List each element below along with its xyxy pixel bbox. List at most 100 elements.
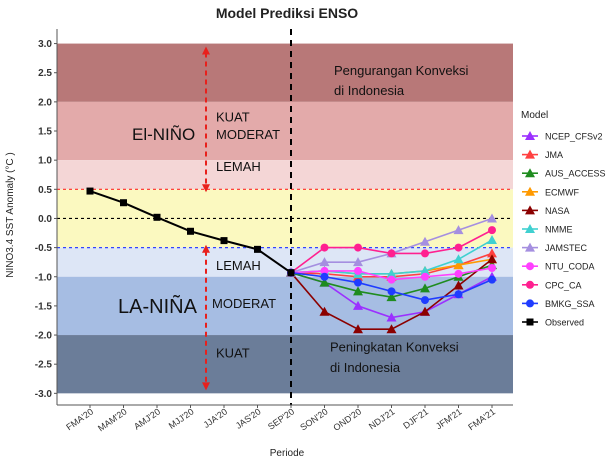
point-cpc-ca-10	[421, 249, 429, 258]
point-ntu-coda-9	[387, 275, 396, 284]
point-ncep-cfsv2-8	[353, 300, 363, 310]
legend: Model NCEP_CFSv2 JMA AUS_ACCESS ECMWF NASA NMM…	[521, 110, 606, 328]
point-observed-6	[287, 269, 295, 277]
x-tick-label-4: JJA'20	[202, 406, 230, 430]
legend-item-nasa: NASA	[522, 205, 570, 216]
x-tick-label-2: AMJ'20	[132, 406, 162, 431]
legend-label-jma: JMA	[545, 150, 563, 160]
x-tick-label-8: OND'20	[331, 406, 363, 432]
y-tick-label-3: 1.5	[38, 127, 52, 138]
point-jamstec-11	[453, 225, 464, 235]
point-nasa-9	[386, 324, 397, 334]
legend-marker-observed	[526, 318, 534, 326]
series-cpc-ca	[287, 226, 496, 277]
band-4	[57, 247, 513, 277]
legend-marker-nasa	[525, 205, 535, 215]
legend-title: Model	[521, 110, 548, 121]
legend-marker-ncep-cfsv2	[525, 131, 535, 140]
y-tick-label-12: -3.0	[35, 389, 53, 400]
la-nina-arrow-head-top	[202, 244, 210, 253]
legend-marker-jma	[525, 149, 535, 159]
legend-marker-cpc-ca	[526, 280, 534, 289]
x-tick-label-5: JAS'20	[234, 406, 263, 430]
y-tick-label-0: 3.0	[38, 39, 52, 50]
point-observed-5	[254, 245, 261, 253]
y-tick-label-8: -1.0	[35, 272, 53, 283]
point-cpc-ca-11	[454, 243, 463, 252]
y-tick-label-2: 2.0	[38, 97, 52, 108]
legend-label-nasa: NASA	[545, 206, 570, 216]
el-moderat-label: MODERAT	[216, 127, 280, 142]
x-tick-label-3: MJJ'20	[167, 406, 196, 430]
x-tick-label-9: NDJ'21	[367, 406, 397, 431]
y-tick-label-10: -2.0	[35, 331, 53, 342]
upper-note-line1: Pengurangan Konveksi	[334, 63, 469, 78]
point-nasa-8	[353, 324, 363, 334]
point-nasa-10	[420, 306, 430, 316]
x-axis-label: Periode	[270, 448, 305, 459]
point-jamstec-7	[319, 257, 330, 267]
point-ntu-coda-11	[454, 269, 463, 278]
legend-item-bmkg-ssa: BMKG_SSA	[522, 299, 595, 309]
el-lemah-label: LEMAH	[216, 159, 261, 174]
la-kuat-label: KUAT	[216, 346, 250, 361]
point-bmkg-ssa-7	[320, 272, 329, 281]
point-jamstec-12	[487, 213, 497, 223]
point-observed-2	[153, 213, 161, 221]
la-nina-arrow	[202, 244, 210, 391]
lower-note-line2: di Indonesia	[330, 360, 401, 375]
x-tick-label-6: SEP'20	[266, 406, 296, 431]
la-moderat-label: MODERAT	[212, 296, 276, 311]
y-axis-label: NINO3.4 SST Anomaly (°C )	[5, 152, 16, 278]
x-tick-label-7: SON'20	[298, 406, 329, 432]
legend-marker-ecmwf	[525, 186, 535, 196]
point-ncep-cfsv2-9	[386, 312, 397, 322]
point-nasa-11	[453, 280, 464, 290]
legend-label-nmme: NMME	[545, 225, 573, 235]
point-ntu-coda-10	[421, 272, 429, 281]
point-bmkg-ssa-11	[454, 290, 463, 299]
series-observed	[86, 187, 295, 277]
point-nasa-7	[319, 306, 330, 316]
x-tick-label-1: MAM'20	[96, 406, 129, 433]
point-cpc-ca-9	[387, 249, 396, 258]
point-jamstec-8	[353, 257, 363, 267]
legend-item-ntu-coda: NTU_CODA	[522, 262, 595, 272]
point-ntu-coda-7	[320, 266, 329, 275]
legend-item-aus-access: AUS_ACCESS	[522, 168, 606, 179]
y-tick-label-11: -2.5	[35, 360, 53, 371]
lower-note-line1: Peningkatan Konveksi	[330, 340, 459, 355]
el-nino-arrow	[202, 46, 210, 193]
point-ecmwf-11	[453, 260, 464, 270]
point-bmkg-ssa-8	[354, 278, 362, 287]
y-tick-label-4: 1.0	[38, 156, 52, 167]
point-observed-4	[220, 237, 228, 245]
point-cpc-ca-8	[354, 243, 362, 252]
point-aus-access-8	[353, 286, 363, 296]
legend-item-observed: Observed	[522, 318, 584, 328]
legend-label-ecmwf: ECMWF	[545, 187, 579, 197]
point-bmkg-ssa-12	[488, 275, 496, 284]
x-tick-label-12: FMA'21	[466, 406, 497, 432]
legend-label-observed: Observed	[545, 318, 584, 328]
point-nasa-12	[487, 254, 497, 264]
band-2	[57, 160, 513, 190]
la-nina-arrow-head-bottom	[202, 382, 210, 391]
point-cpc-ca-7	[320, 243, 329, 252]
point-observed-1	[120, 199, 127, 207]
y-tick-label-5: 0.5	[38, 185, 52, 196]
legend-label-aus-access: AUS_ACCESS	[545, 169, 606, 179]
chart-title: Model Prediksi ENSO	[216, 5, 358, 21]
point-bmkg-ssa-9	[387, 287, 396, 296]
point-jma-12	[487, 248, 497, 258]
el-nino-arrow-head-top	[202, 46, 210, 55]
legend-item-jma: JMA	[522, 149, 563, 160]
el-kuat-label: KUAT	[216, 109, 250, 124]
point-aus-access-9	[386, 292, 397, 302]
annotation-layer: El-NIÑO LA-NIÑA KUAT MODERAT LEMAH LEMAH MODER…	[118, 46, 469, 391]
point-aus-access-10	[420, 283, 430, 293]
legend-marker-aus-access	[525, 168, 535, 178]
legend-label-ntu-coda: NTU_CODA	[545, 262, 595, 272]
el-nino-label: El-NIÑO	[132, 125, 195, 144]
threshold-layer	[57, 29, 513, 405]
